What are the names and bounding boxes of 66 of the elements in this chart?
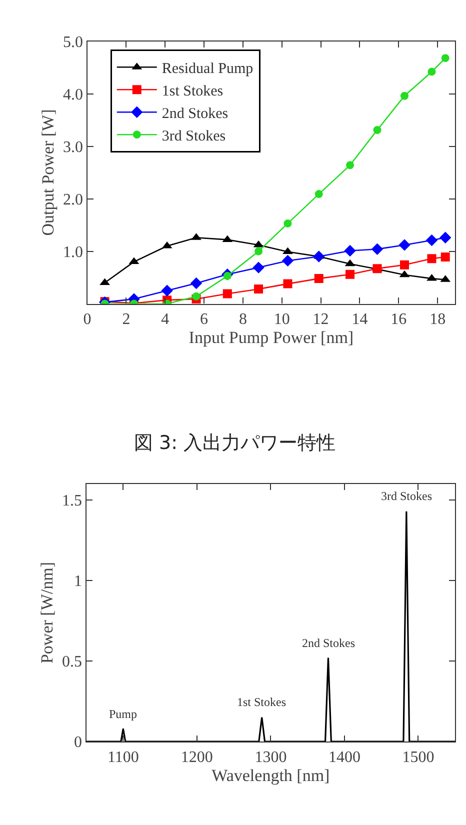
- annotation: 1st Stokes: [237, 695, 286, 709]
- point: [100, 278, 110, 286]
- legend-label: 1st Stokes: [162, 83, 224, 100]
- point: [254, 247, 263, 256]
- y-tick-label: 0.5: [62, 654, 82, 671]
- x-tick-label: 1400: [328, 748, 360, 766]
- x-tick-label: 16: [390, 311, 407, 328]
- y-tick-label: 1.0: [62, 244, 83, 261]
- point: [428, 68, 436, 76]
- x-tick-label: 2: [122, 311, 130, 328]
- point: [427, 254, 436, 264]
- point: [400, 260, 409, 270]
- annotation: 3rd Stokes: [381, 489, 432, 503]
- point: [371, 243, 384, 256]
- point: [254, 284, 264, 294]
- y-tick-label: 1: [74, 573, 82, 590]
- point: [400, 92, 408, 100]
- legend-label: 3rd Stokes: [162, 128, 226, 144]
- x-tick-label: 4: [161, 311, 170, 328]
- point: [440, 232, 452, 244]
- line-series: [86, 510, 456, 742]
- x-tick-label: 6: [200, 311, 208, 328]
- y-axis-title: Power [W/nm]: [38, 562, 57, 664]
- x-tick-label: 1300: [254, 748, 287, 766]
- x-tick-label: 12: [312, 311, 329, 328]
- y-axis-title: Output Power [W]: [38, 109, 58, 236]
- x-tick-label: 1200: [180, 748, 213, 766]
- y-tick-label: 0: [74, 734, 82, 752]
- x-axis-title: Input Pump Power [nm]: [188, 328, 354, 348]
- point: [190, 277, 202, 290]
- caption: 図 3: 入出力パワー特性: [134, 432, 336, 454]
- point: [426, 234, 438, 246]
- point: [282, 254, 294, 267]
- point: [314, 190, 323, 198]
- x-tick-label: 1100: [107, 748, 139, 766]
- point: [344, 244, 356, 257]
- point: [192, 292, 200, 300]
- point: [284, 219, 292, 228]
- point: [314, 274, 324, 284]
- point: [222, 289, 232, 298]
- point: [398, 239, 410, 251]
- annotation: Pump: [109, 707, 138, 721]
- point: [373, 126, 382, 134]
- x-tick-label: 10: [274, 311, 290, 328]
- x-tick-label: 8: [238, 311, 247, 328]
- x-tick-label: 18: [430, 311, 446, 328]
- point: [313, 250, 325, 262]
- x-tick-label: 14: [352, 311, 368, 328]
- x-tick-label: 1500: [402, 748, 434, 766]
- point: [282, 247, 293, 254]
- point: [161, 284, 173, 296]
- point: [441, 54, 450, 62]
- y-tick-label: 5.0: [62, 34, 83, 51]
- point: [283, 279, 292, 288]
- y-tick-label: 4.0: [62, 86, 83, 104]
- point: [346, 161, 354, 170]
- point: [346, 270, 355, 279]
- x-axis-title: Wavelength [nm]: [212, 766, 330, 785]
- legend-label: 2nd Stokes: [162, 106, 228, 122]
- y-tick-label: 1.5: [62, 492, 82, 510]
- annotation: 2nd Stokes: [302, 636, 356, 650]
- point: [252, 262, 264, 274]
- y-tick-label: 3.0: [62, 138, 83, 156]
- y-tick-label: 2.0: [62, 191, 83, 208]
- point: [440, 252, 450, 262]
- legend-label: Residual Pump: [162, 60, 254, 77]
